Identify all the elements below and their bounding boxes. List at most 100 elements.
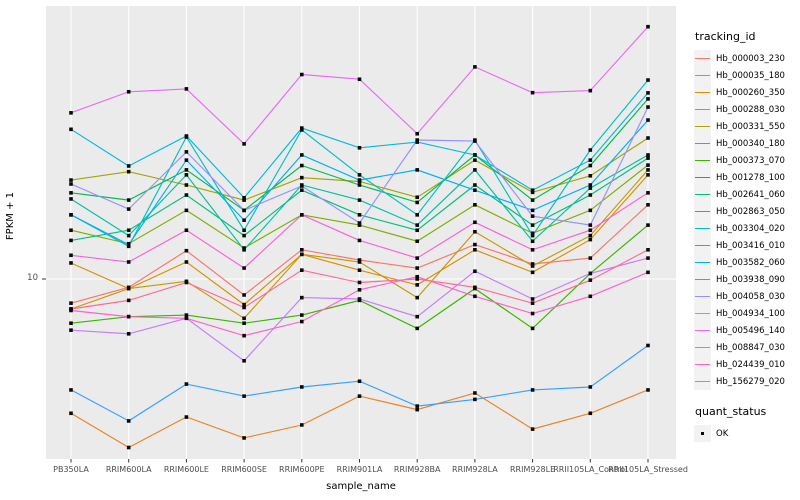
legend-line-swatch [695, 278, 710, 281]
data-point [530, 190, 535, 195]
legend-line-swatch [695, 125, 710, 128]
data-point [126, 164, 131, 168]
legend-title-quant-status: quant_status [695, 405, 767, 418]
data-point [184, 260, 189, 264]
legend-item-Hb_003938_090: Hb_003938_090 [694, 271, 798, 288]
legend-item-Hb_000340_180: Hb_000340_180 [694, 135, 798, 152]
legend-item-label: Hb_005496_140 [716, 325, 785, 336]
legend-item-Hb_156279_020: Hb_156279_020 [694, 373, 798, 390]
legend-line-swatch [695, 329, 710, 332]
data-point [242, 305, 246, 310]
data-point [588, 278, 593, 282]
data-point [300, 163, 304, 168]
data-point [184, 168, 189, 172]
data-point [530, 248, 535, 252]
data-point [357, 379, 362, 384]
data-point [357, 198, 362, 202]
data-point [415, 256, 419, 260]
legend-line-swatch [695, 193, 710, 196]
data-point [184, 313, 189, 317]
legend-item-label: Hb_004058_030 [716, 291, 785, 302]
legend-item-Hb_000260_350: Hb_000260_350 [694, 84, 798, 101]
data-point [530, 233, 535, 238]
legend-item-Hb_000373_070: Hb_000373_070 [694, 152, 798, 169]
data-point [300, 248, 304, 252]
data-point [242, 233, 246, 238]
data-point [126, 242, 131, 247]
data-point [357, 146, 362, 150]
legend-line-swatch [695, 295, 710, 298]
data-point [530, 223, 535, 227]
legend-key [694, 152, 711, 169]
data-point [242, 321, 246, 326]
data-point [69, 411, 73, 416]
data-point [588, 88, 593, 93]
data-point [530, 198, 535, 202]
data-point [126, 198, 131, 202]
data-point [242, 218, 246, 223]
data-point [588, 271, 593, 276]
data-point [588, 411, 593, 416]
data-point [126, 445, 131, 450]
data-point [588, 237, 593, 242]
data-point [473, 397, 477, 402]
data-point [530, 90, 535, 95]
data-point [300, 72, 304, 77]
x-axis-tick-label: RRIM600SE [221, 465, 267, 474]
data-point [242, 436, 246, 440]
legend-item-label: Hb_024439_010 [716, 359, 785, 370]
data-point [530, 297, 535, 301]
data-point [473, 203, 477, 207]
data-point [415, 213, 419, 217]
legend-item-label: Hb_003938_090 [716, 274, 785, 285]
data-point [126, 207, 131, 211]
legend-item-Hb_005496_140: Hb_005496_140 [694, 322, 798, 339]
legend-item-label: Hb_001278_100 [716, 172, 785, 183]
data-point [473, 220, 477, 225]
data-point [646, 191, 650, 195]
legend-key [694, 305, 711, 322]
data-point [588, 163, 593, 168]
legend-item-Hb_004058_030: Hb_004058_030 [694, 288, 798, 305]
x-axis-title: sample_name [326, 481, 396, 492]
data-point [69, 191, 73, 195]
data-point [69, 321, 73, 326]
data-point [184, 173, 189, 177]
legend-item-Hb_008847_030: Hb_008847_030 [694, 339, 798, 356]
legend-item-label: Hb_003582_060 [716, 257, 785, 268]
data-point [646, 223, 650, 227]
data-point [242, 316, 246, 321]
data-point [415, 138, 419, 142]
data-point [184, 87, 189, 91]
legend-line-swatch [695, 363, 710, 366]
legend-item-label: Hb_156279_020 [716, 376, 785, 387]
data-point [473, 139, 477, 143]
legend-item-Hb_003416_010: Hb_003416_010 [694, 237, 798, 254]
x-axis-tick-label: RRIM901LA [337, 465, 383, 474]
legend-item-Hb_002641_060: Hb_002641_060 [694, 186, 798, 203]
data-point [646, 173, 650, 177]
data-point [415, 140, 419, 144]
data-point [242, 266, 246, 270]
data-point [242, 394, 246, 398]
data-point [300, 313, 304, 317]
legend-key [694, 288, 711, 305]
legend-item-label: Hb_000373_070 [716, 155, 785, 166]
data-point [415, 314, 419, 319]
data-point [415, 223, 419, 227]
data-point [300, 385, 304, 389]
data-point [415, 195, 419, 200]
legend-line-swatch [695, 312, 710, 315]
legend-key [694, 271, 711, 288]
data-point [242, 198, 246, 202]
data-point [69, 238, 73, 243]
data-point [530, 214, 535, 218]
data-point [126, 332, 131, 336]
data-point [242, 333, 246, 338]
data-point [530, 239, 535, 244]
data-point [357, 223, 362, 227]
legend-line-swatch [695, 74, 710, 77]
legend-title-tracking-id: tracking_id [695, 30, 756, 43]
data-point [357, 178, 362, 182]
